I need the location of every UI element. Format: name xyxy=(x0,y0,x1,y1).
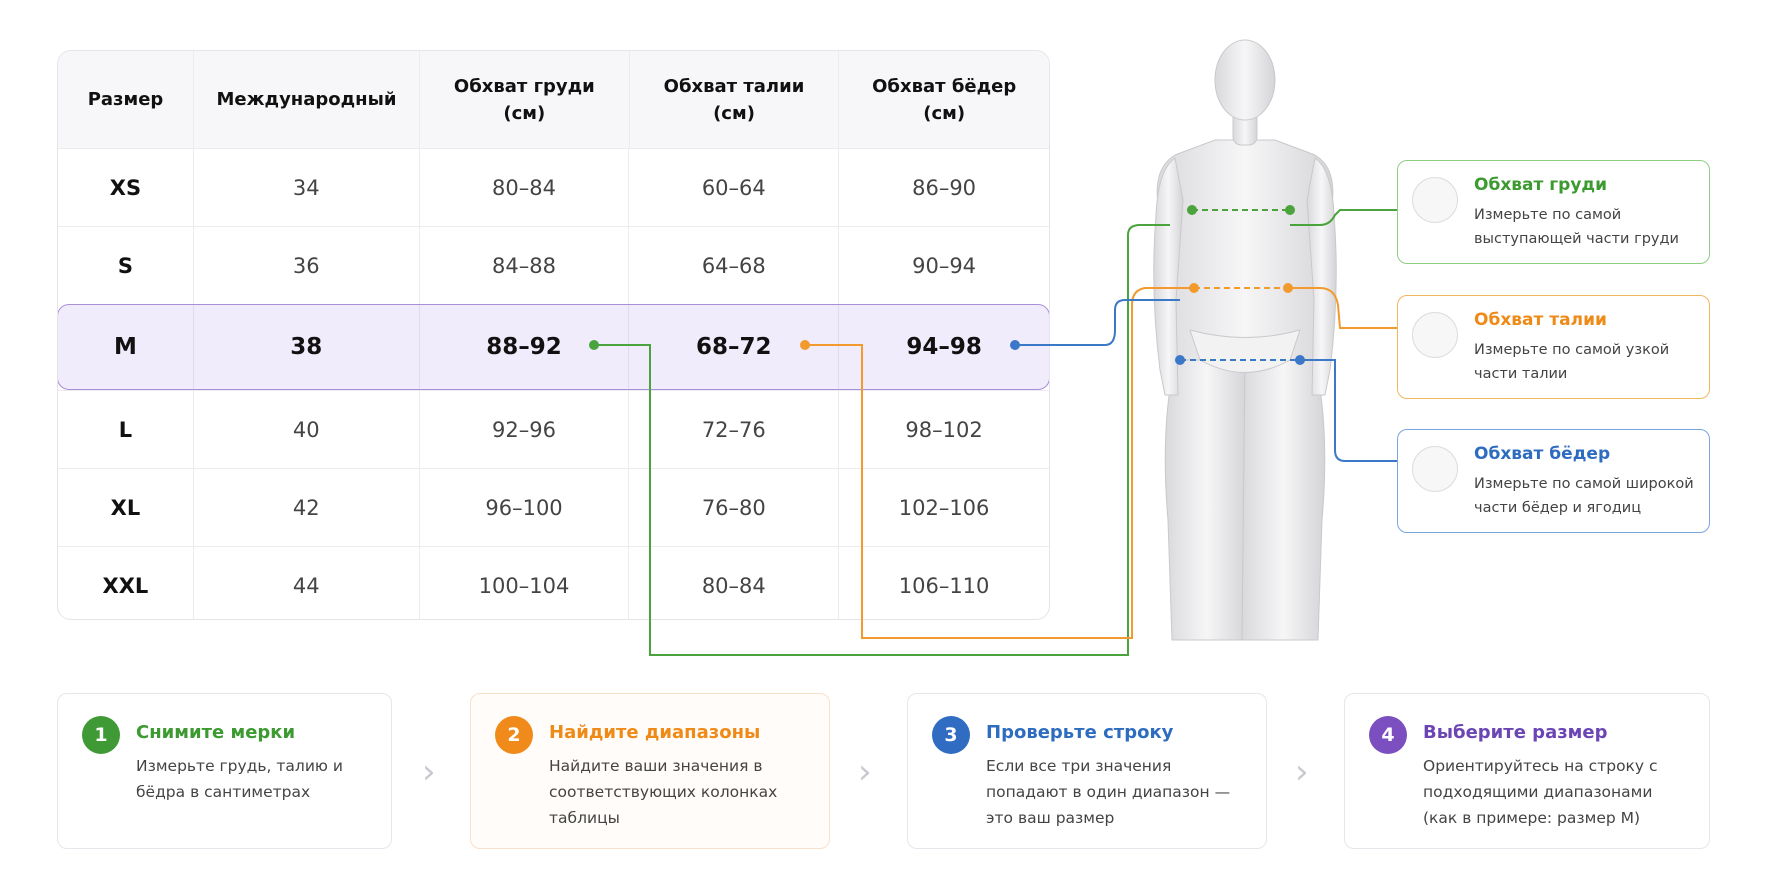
table-cell: XS xyxy=(109,175,142,200)
connector-dots xyxy=(589,205,1305,365)
header-cell: Обхват бёдер (см) xyxy=(838,51,1049,148)
table-cell: 100–104 xyxy=(418,547,629,619)
table-cell: 86–90 xyxy=(838,149,1049,226)
step-title: Выберите размер xyxy=(1423,722,1608,743)
table-cell: 98–102 xyxy=(838,391,1049,468)
table-row: L 40 92–96 72–76 98–102 xyxy=(58,390,1049,468)
header-cell: Международный xyxy=(193,51,419,148)
step-number: 1 xyxy=(82,716,120,754)
table-cell: 38 xyxy=(192,305,419,389)
card-text: Измерьте по самой широкой части бёдер и … xyxy=(1474,476,1694,516)
step: 2 Найдите диапазоны Найдите ваши значени… xyxy=(470,693,830,849)
step-text: Если все три значения попадают в один ди… xyxy=(986,757,1231,827)
card-title: Обхват бёдер xyxy=(1474,444,1611,464)
table-cell: 76–80 xyxy=(628,469,838,546)
table-cell: XL xyxy=(110,495,141,520)
table-cell: 84–88 xyxy=(418,227,629,304)
table-cell: 42 xyxy=(192,469,419,546)
table-cell: 40 xyxy=(192,391,419,468)
table-row: XL 42 96–100 76–80 102–106 xyxy=(58,468,1049,546)
table-cell: 106–110 xyxy=(838,547,1049,619)
chevron: › xyxy=(1295,752,1309,792)
table-cell: 80–84 xyxy=(418,149,629,226)
table-cell: 80–84 xyxy=(628,547,838,619)
table-cell: 44 xyxy=(192,547,419,619)
step: 3 Проверьте строку Если все три значения… xyxy=(907,693,1267,849)
card-title: Обхват груди xyxy=(1474,175,1608,195)
icon xyxy=(1412,177,1458,223)
step: 1 Снимите мерки Измерьте грудь, талию и … xyxy=(57,693,392,849)
step-title: Найдите диапазоны xyxy=(549,722,761,743)
table-cell: S xyxy=(117,253,133,278)
chevron: › xyxy=(858,752,872,792)
step: 4 Выберите размер Ориентируйтесь на стро… xyxy=(1344,693,1710,849)
icon xyxy=(1412,312,1458,358)
header-cell: Обхват груди (см) xyxy=(419,51,629,148)
highlighted-row: M 38 88–92 68–72 94–98 xyxy=(58,304,1049,390)
table-header: Размер Международный Обхват груди (см) О… xyxy=(58,51,1049,148)
step-number: 3 xyxy=(932,716,970,754)
table-cell: 68–72 xyxy=(628,305,838,389)
connectors xyxy=(594,209,1397,656)
step-number: 4 xyxy=(1369,716,1407,754)
measure-card: Обхват бёдер Измерьте по самой широкой ч… xyxy=(1397,429,1710,533)
table-cell: 96–100 xyxy=(418,469,629,546)
chevron: › xyxy=(422,752,436,792)
measure-card: Обхват груди Измерьте по самой выступающ… xyxy=(1397,160,1710,264)
table-cell: M xyxy=(113,334,137,360)
step-title: Проверьте строку xyxy=(986,722,1174,743)
size-table: Размер Международный Обхват груди (см) О… xyxy=(57,50,1050,620)
table-cell: 36 xyxy=(192,227,419,304)
icon xyxy=(1412,446,1458,492)
table-cell: 94–98 xyxy=(838,305,1049,389)
table-row: XS 34 80–84 60–64 86–90 xyxy=(58,148,1049,226)
table-cell: 60–64 xyxy=(628,149,838,226)
step-number: 2 xyxy=(495,716,533,754)
table-row: XXL 44 100–104 80–84 106–110 xyxy=(58,546,1049,619)
card-title: Обхват талии xyxy=(1474,310,1607,330)
mannequin xyxy=(1153,39,1337,641)
table-cell: L xyxy=(118,417,133,442)
header-cell: Обхват талии (см) xyxy=(628,51,839,148)
step-text: Найдите ваши значения в соответствующих … xyxy=(549,757,778,827)
step-text: Измерьте грудь, талию и бёдра в сантимет… xyxy=(136,757,343,801)
header-cell: Размер xyxy=(87,89,164,110)
table-cell: 90–94 xyxy=(838,227,1049,304)
card-text: Измерьте по самой узкой части талии xyxy=(1474,342,1670,382)
step-text: Ориентируйтесь на строку с подходящими д… xyxy=(1423,757,1658,827)
table-cell: XXL xyxy=(102,573,149,598)
table-row: S 36 84–88 64–68 90–94 xyxy=(58,226,1049,304)
measure-card: Обхват талии Измерьте по самой узкой час… xyxy=(1397,295,1710,399)
table-cell: 88–92 xyxy=(418,305,629,389)
card-text: Измерьте по самой выступающей части груд… xyxy=(1474,207,1679,247)
step-title: Снимите мерки xyxy=(136,722,296,743)
table-cell: 72–76 xyxy=(628,391,838,468)
table-cell: 102–106 xyxy=(838,469,1049,546)
table-cell: 34 xyxy=(192,149,419,226)
table-cell: 64–68 xyxy=(628,227,838,304)
table-cell: 92–96 xyxy=(418,391,629,468)
